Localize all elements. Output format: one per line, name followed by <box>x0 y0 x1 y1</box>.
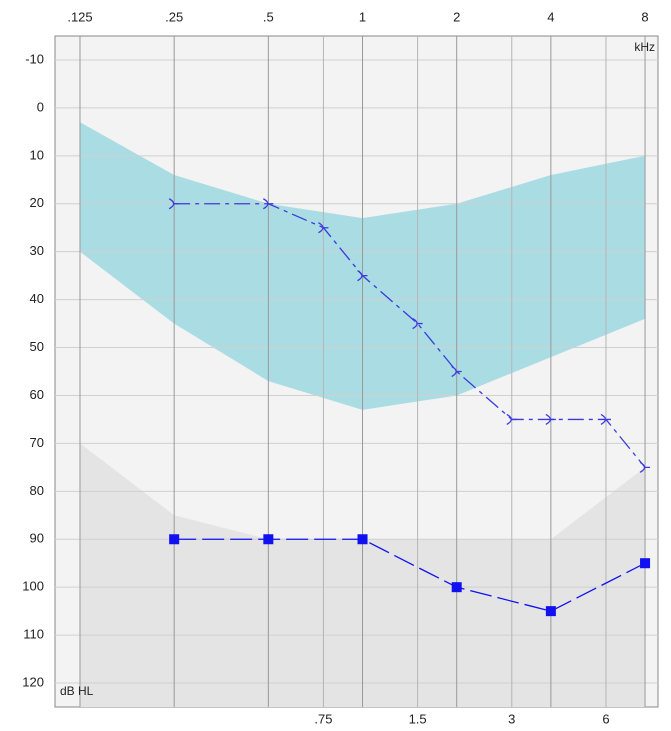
x-tick-label: .125 <box>67 9 92 24</box>
x-tick-label: 3 <box>508 711 515 726</box>
y-tick-label: 70 <box>30 435 44 450</box>
y-tick-label: 120 <box>22 674 44 689</box>
y-tick-label: 100 <box>22 579 44 594</box>
x-tick-label: 1 <box>359 9 366 24</box>
marker-bracket <box>600 413 611 425</box>
x-tick-label: .25 <box>165 9 183 24</box>
y-tick-label: -10 <box>25 51 44 66</box>
series-line <box>174 203 646 468</box>
marker-square <box>169 534 180 545</box>
y-tick-label: 20 <box>30 195 44 210</box>
marker-square <box>263 534 274 545</box>
x-tick-label: .5 <box>263 9 274 24</box>
x-tick-label: 6 <box>602 711 609 726</box>
marker-bracket <box>318 222 329 234</box>
y-tick-label: 10 <box>30 147 44 162</box>
x-tick-label: 4 <box>547 9 554 24</box>
y-tick-label: 110 <box>23 627 44 642</box>
marker-square <box>451 582 462 593</box>
marker-square <box>640 558 651 569</box>
y-tick-label: 0 <box>37 99 44 114</box>
y-tick-label: 80 <box>30 483 44 498</box>
marker-bracket <box>357 270 368 282</box>
x-unit-label: kHz <box>634 40 655 54</box>
y-tick-label: 50 <box>30 339 44 354</box>
marker-square <box>545 606 556 617</box>
y-unit-label: dB HL <box>60 684 94 698</box>
marker-bracket <box>451 365 462 378</box>
x-tick-label: .75 <box>314 711 332 726</box>
marker-square <box>357 534 368 545</box>
marker-bracket <box>545 413 556 425</box>
marker-bracket <box>639 461 651 473</box>
series-line <box>174 538 646 612</box>
y-tick-label: 30 <box>30 243 44 258</box>
y-tick-label: 90 <box>30 531 44 546</box>
y-tick-label: 40 <box>30 291 44 306</box>
marker-bracket <box>412 318 423 330</box>
x-tick-label: 2 <box>453 9 460 24</box>
x-tick-label: 1.5 <box>409 711 427 726</box>
marks <box>168 198 651 617</box>
x-tick-label: 8 <box>641 9 648 24</box>
marker-bracket <box>168 198 180 210</box>
marker-bracket <box>506 413 517 425</box>
marker-bracket <box>263 198 274 210</box>
y-tick-label: 60 <box>30 387 44 402</box>
